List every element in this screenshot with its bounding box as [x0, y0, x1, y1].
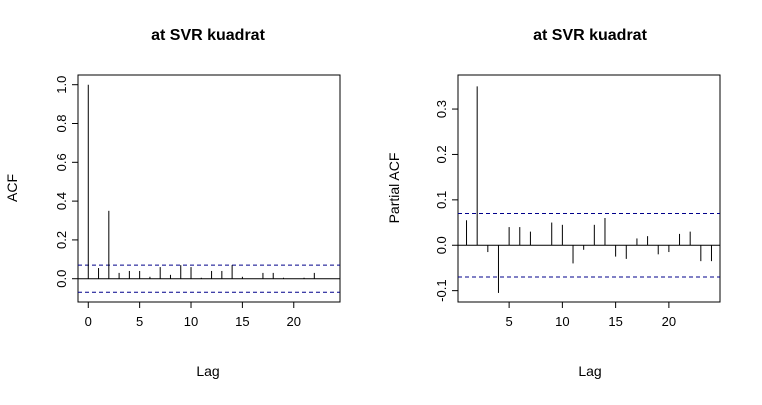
- acf-plot-frame: [77, 74, 341, 303]
- pacf-y-tick-label: -0.1: [434, 279, 449, 301]
- acf-y-tick-label: 0.0: [54, 270, 69, 288]
- pacf-x-tick-label: 10: [555, 314, 569, 329]
- pacf-plot-frame: [457, 74, 721, 303]
- acf-y-tick-label: 0.8: [54, 114, 69, 132]
- acf-y-tick-label: 0.2: [54, 231, 69, 249]
- acf-xlabel: Lag: [196, 363, 219, 379]
- acf-panel: at SVR kuadrat Lag ACF 0 5 10 15 20 0.0 0.2 0.4…: [4, 27, 341, 379]
- acf-y-tick-label: 0.4: [54, 192, 69, 210]
- pacf-y-tick-label: 0.2: [434, 145, 449, 163]
- acf-y-tick-label: 0.6: [54, 153, 69, 171]
- acf-x-tick-label: 20: [287, 314, 301, 329]
- acf-x-tick-label: 15: [235, 314, 249, 329]
- pacf-x-tick-label: 15: [608, 314, 622, 329]
- pacf-x-tick-label: 20: [662, 314, 676, 329]
- acf-y-tick-label: 1.0: [54, 76, 69, 94]
- pacf-title: at SVR kuadrat: [533, 27, 647, 44]
- acf-x-tick-label: 0: [85, 314, 92, 329]
- acf-ylabel: ACF: [4, 174, 20, 202]
- acf-x-tick-label: 5: [136, 314, 143, 329]
- pacf-xlabel: Lag: [578, 363, 601, 379]
- acf-x-tick-label: 10: [184, 314, 198, 329]
- pacf-y-tick-label: 0.3: [434, 100, 449, 118]
- pacf-panel: at SVR kuadrat Lag Partial ACF 5 10 15 20 -0…: [386, 27, 721, 379]
- acf-title: at SVR kuadrat: [151, 27, 265, 44]
- pacf-y-tick-label: 0.0: [434, 236, 449, 254]
- pacf-y-tick-label: 0.1: [434, 191, 449, 209]
- pacf-ylabel: Partial ACF: [386, 153, 402, 224]
- pacf-x-tick-label: 5: [506, 314, 513, 329]
